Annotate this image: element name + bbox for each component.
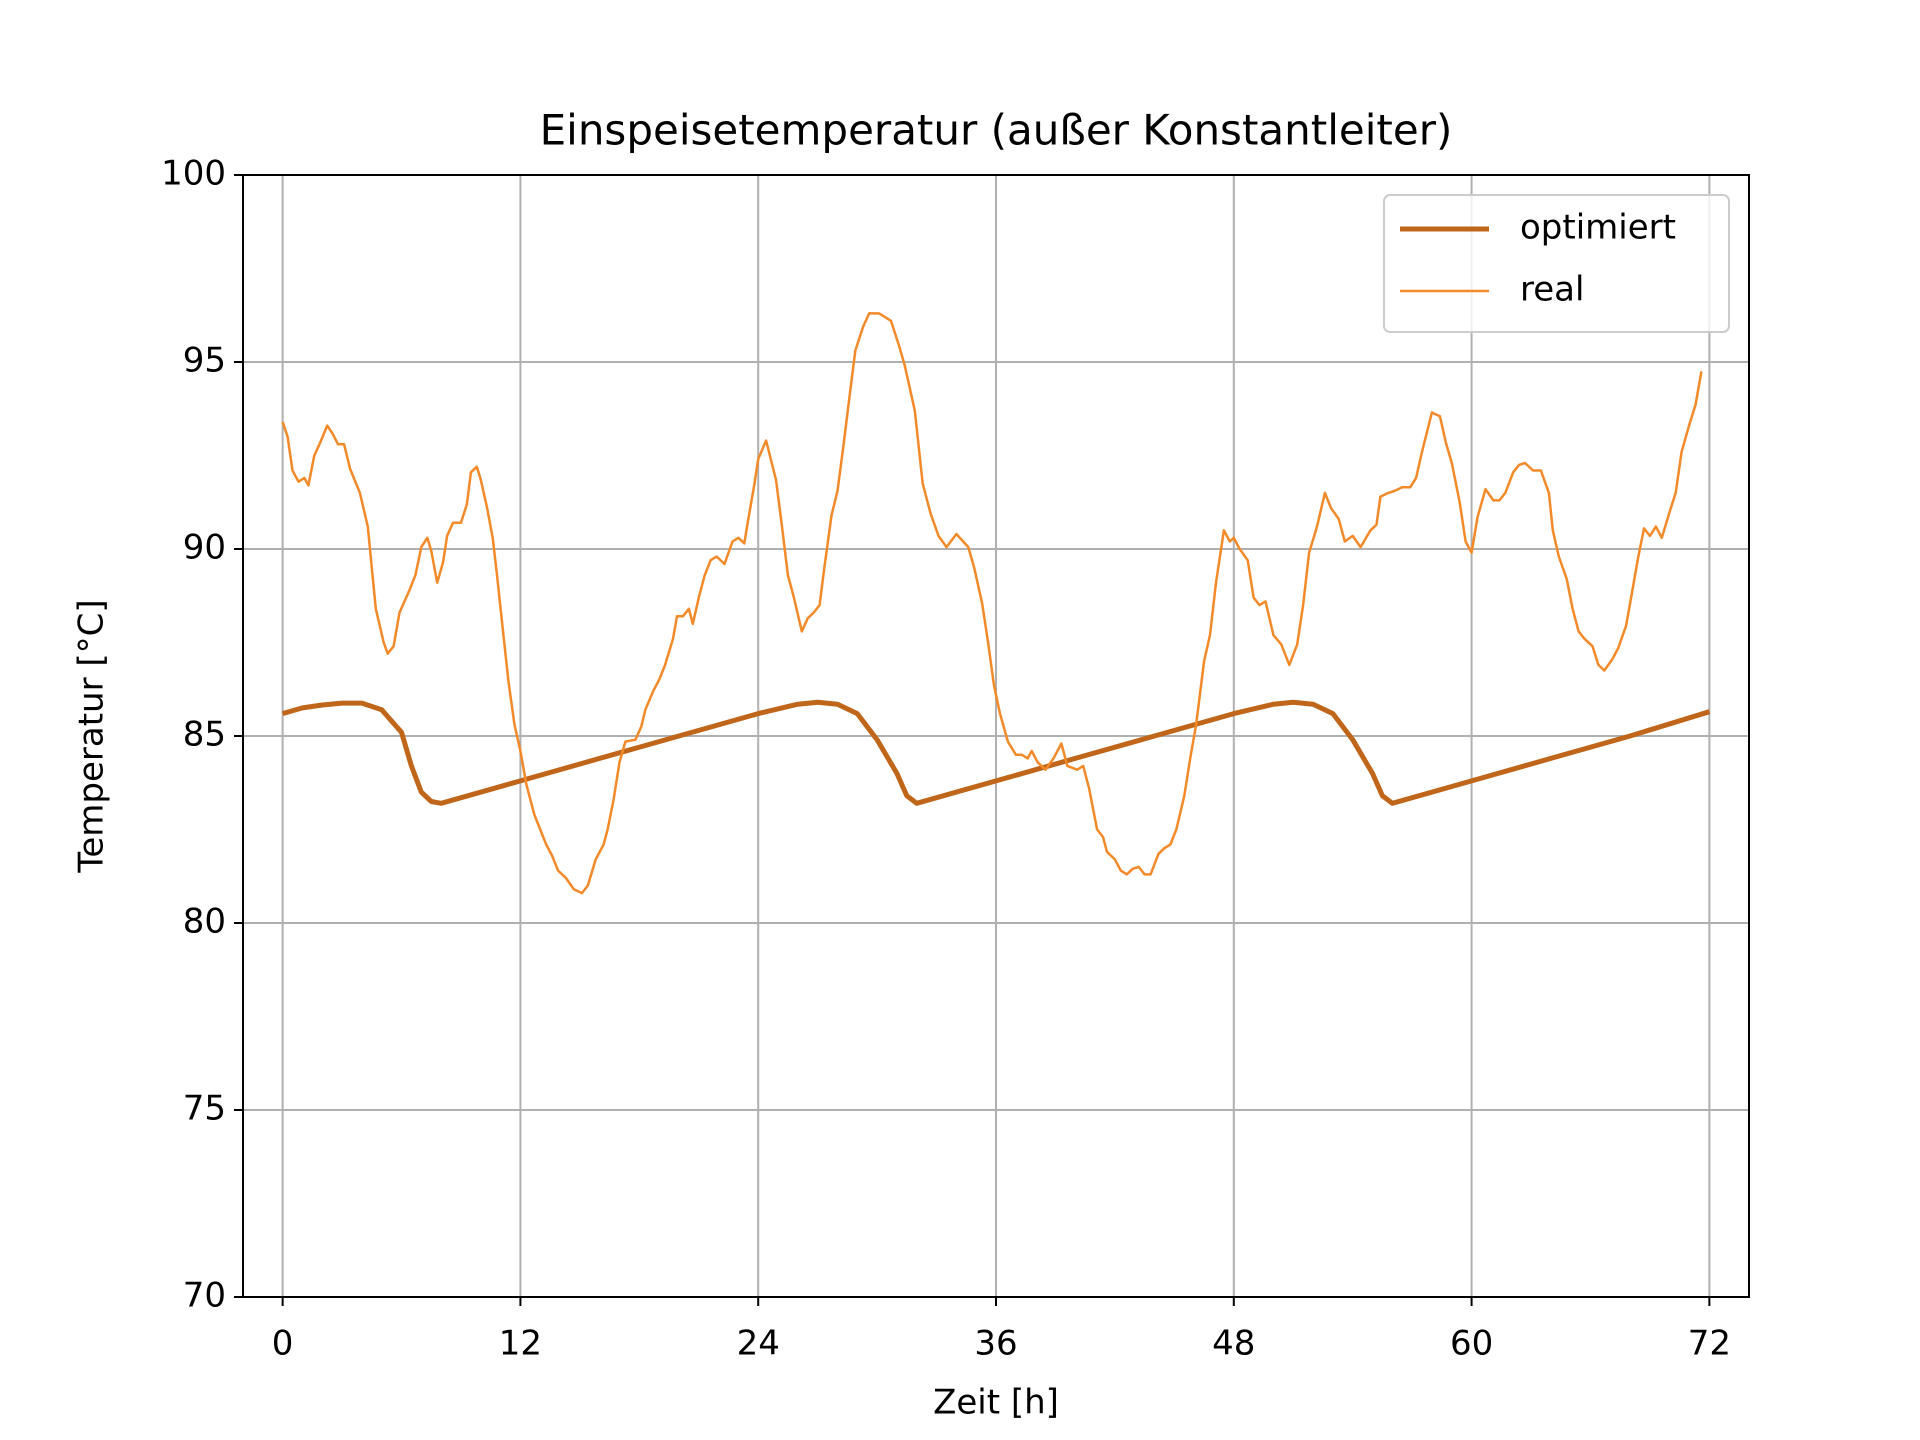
plot-frame (242, 174, 1750, 1298)
y-tick-label: 85 (183, 715, 226, 755)
y-tick-label: 100 (161, 154, 226, 194)
legend-label: optimiert (1520, 208, 1676, 248)
x-tick-label: 72 (1688, 1324, 1731, 1364)
y-tick-label: 95 (183, 341, 226, 381)
x-tick-label: 12 (499, 1324, 542, 1364)
x-tick-label: 36 (974, 1324, 1017, 1364)
legend: optimiert real (1383, 194, 1730, 333)
series-line (281, 699, 1711, 806)
x-tick-label: 60 (1450, 1324, 1493, 1364)
y-tick-label: 70 (183, 1276, 226, 1316)
chart-title: Einspeisetemperatur (außer Konstantleite… (540, 106, 1453, 155)
y-tick-label: 90 (183, 528, 226, 568)
y-axis-label: Temperatur [°C] (72, 599, 112, 873)
series-line (281, 312, 1703, 895)
y-tick-label: 80 (183, 902, 226, 942)
x-tick-label: 0 (272, 1324, 294, 1364)
x-tick-label: 24 (737, 1324, 780, 1364)
x-tick-label: 48 (1212, 1324, 1255, 1364)
legend-label: real (1520, 270, 1584, 310)
y-tick-label: 75 (183, 1089, 226, 1129)
x-axis-label: Zeit [h] (933, 1383, 1059, 1423)
